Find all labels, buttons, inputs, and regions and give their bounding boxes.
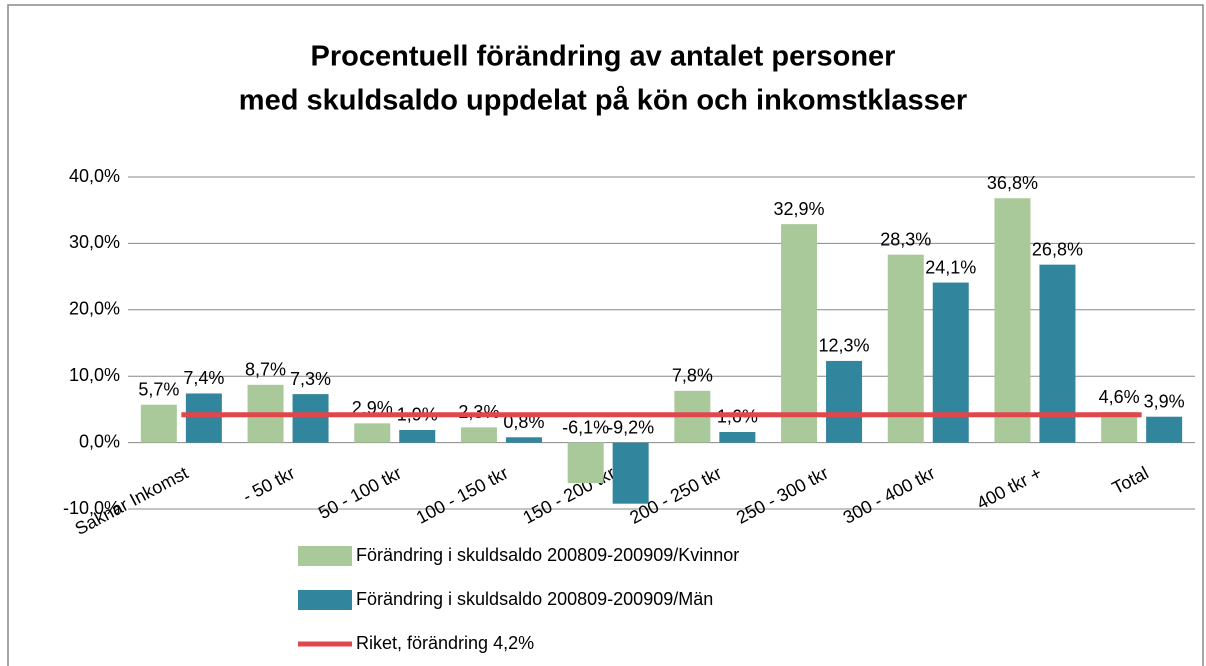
value-label: 32,9%	[774, 199, 825, 219]
bar	[460, 427, 497, 443]
legend-swatch	[298, 590, 352, 610]
value-label: 2,3%	[458, 402, 499, 422]
y-tick-label: 0,0%	[79, 431, 120, 451]
value-label: 28,3%	[880, 229, 931, 249]
chart-title: med skuldsaldo uppdelat på kön och inkom…	[239, 85, 967, 117]
y-tick-label: -10,0%	[63, 498, 120, 518]
value-label: 26,8%	[1032, 239, 1083, 259]
bar	[826, 360, 863, 443]
bar	[781, 224, 818, 443]
bar	[140, 404, 177, 443]
y-tick-label: 30,0%	[69, 232, 120, 252]
bar	[354, 423, 391, 443]
y-tick-label: 10,0%	[69, 365, 120, 385]
bar	[185, 393, 222, 443]
y-tick-label: 40,0%	[69, 166, 120, 186]
bar	[1146, 416, 1183, 443]
bar	[612, 442, 649, 504]
bar	[505, 437, 542, 443]
chart-title: Procentuell förändring av antalet person…	[311, 41, 896, 73]
bar	[887, 254, 924, 443]
bar	[994, 198, 1031, 443]
legend-label: Förändring i skuldsaldo 200809-200909/Kv…	[356, 545, 739, 565]
value-label: 8,7%	[245, 360, 286, 380]
value-label: 4,6%	[1099, 387, 1140, 407]
value-label: -9,2%	[607, 417, 654, 437]
legend-label: Förändring i skuldsaldo 200809-200909/Mä…	[356, 589, 713, 609]
value-label: 5,7%	[138, 380, 179, 400]
value-label: 7,8%	[672, 366, 713, 386]
bar	[292, 394, 329, 443]
value-label: 7,3%	[290, 369, 331, 389]
bar	[719, 431, 756, 443]
legend-label: Riket, förändring 4,2%	[356, 633, 534, 653]
value-label: 7,4%	[183, 368, 224, 388]
value-label: 24,1%	[925, 257, 976, 277]
value-label: 3,9%	[1144, 391, 1185, 411]
legend-swatch	[298, 546, 352, 566]
value-label: 12,3%	[819, 336, 870, 356]
bar	[567, 442, 604, 484]
value-label: -6,1%	[562, 417, 609, 437]
value-label: 36,8%	[987, 173, 1038, 193]
bar	[399, 429, 436, 443]
bar	[932, 282, 969, 443]
y-tick-label: 20,0%	[69, 299, 120, 319]
